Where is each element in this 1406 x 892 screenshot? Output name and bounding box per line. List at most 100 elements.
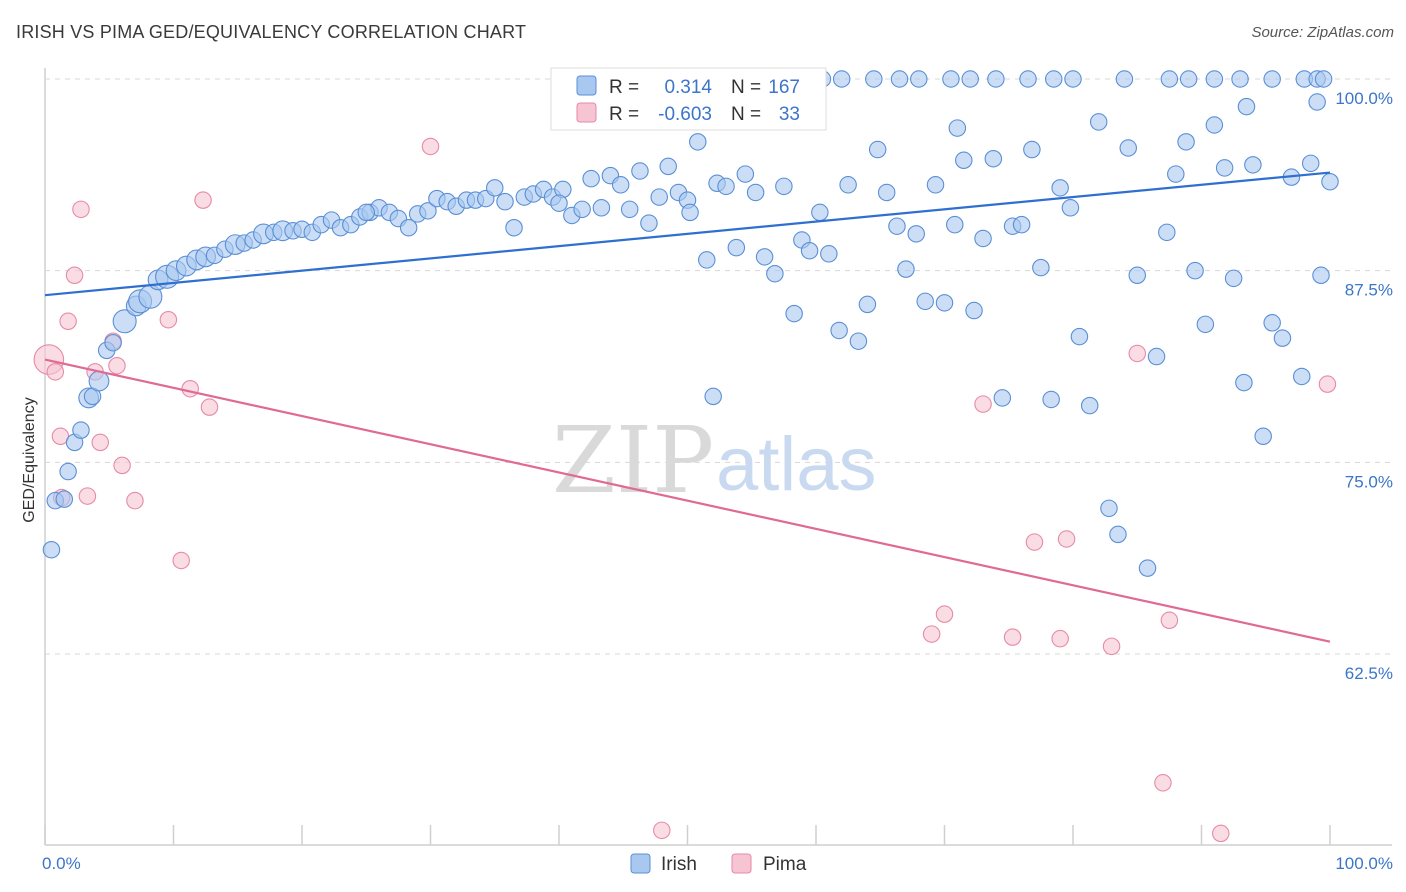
irish-point-83 xyxy=(800,241,819,260)
irish-point-119 xyxy=(1147,347,1166,366)
irish-point-135 xyxy=(1301,154,1320,173)
pima-trend-line xyxy=(44,358,1331,643)
irish-point-66 xyxy=(640,214,658,232)
pima-n-label: N = xyxy=(731,104,761,125)
pima-point-13 xyxy=(126,491,144,510)
irish-point-87 xyxy=(839,176,857,194)
irish-point-111 xyxy=(1070,327,1089,346)
irish-point-10 xyxy=(104,333,122,352)
irish-point-64 xyxy=(620,200,639,219)
pima-point-7 xyxy=(78,487,97,505)
irish-r-value: 0.314 xyxy=(664,77,712,98)
irish-point-122 xyxy=(1177,133,1195,151)
pima-point-18 xyxy=(200,398,219,416)
axes xyxy=(44,68,1392,846)
irish-point-164 xyxy=(681,203,699,222)
irish-point-91 xyxy=(877,183,896,202)
pima-bottom-swatch xyxy=(731,853,752,874)
irish-point-130 xyxy=(1254,427,1272,446)
pima-point-9 xyxy=(91,433,110,452)
pima-bottom-label: Pima xyxy=(763,854,807,875)
irish-point-113 xyxy=(1089,113,1108,131)
irish-point-92 xyxy=(888,217,906,235)
irish-bottom-swatch xyxy=(630,853,651,874)
irish-point-124 xyxy=(1196,315,1215,334)
pima-point-25 xyxy=(1025,533,1044,551)
irish-point-131 xyxy=(1263,314,1281,332)
pima-point-15 xyxy=(172,551,190,570)
irish-point-5 xyxy=(72,421,90,439)
irish-point-106 xyxy=(1023,140,1041,159)
pima-r-label: R = xyxy=(609,104,639,125)
irish-r-label: R = xyxy=(609,77,639,98)
pima-point-1 xyxy=(46,363,65,381)
irish-point-154 xyxy=(1231,70,1249,88)
watermark-zip: ZIP xyxy=(552,407,714,514)
irish-point-115 xyxy=(1109,525,1127,544)
pima-point-21 xyxy=(922,625,941,643)
pima-point-16 xyxy=(181,379,199,398)
irish-point-140 xyxy=(832,70,851,88)
irish-point-51 xyxy=(496,192,514,211)
irish-point-61 xyxy=(592,199,611,217)
pima-point-20 xyxy=(653,821,671,840)
irish-point-117 xyxy=(1128,266,1147,285)
irish-point-158 xyxy=(1314,70,1333,88)
irish-point-152 xyxy=(1179,70,1198,88)
irish-legend-swatch xyxy=(576,75,597,96)
irish-n-value: 167 xyxy=(768,77,800,98)
irish-point-146 xyxy=(987,70,1005,88)
irish-trend-line xyxy=(44,171,1331,297)
pima-point-27 xyxy=(1057,530,1076,548)
irish-point-148 xyxy=(1044,70,1063,88)
irish-point-8 xyxy=(88,370,110,392)
irish-point-80 xyxy=(775,177,793,196)
irish-point-100 xyxy=(965,301,983,320)
irish-point-67 xyxy=(650,188,668,206)
irish-point-123 xyxy=(1186,261,1204,280)
pima-point-17 xyxy=(194,191,212,209)
irish-point-134 xyxy=(1292,367,1311,386)
irish-point-65 xyxy=(631,162,649,180)
irish-bottom-label: Irish xyxy=(661,854,697,875)
pima-point-33 xyxy=(1318,375,1337,393)
irish-point-95 xyxy=(916,292,934,311)
irish-point-52 xyxy=(505,218,523,237)
irish-point-74 xyxy=(717,177,735,196)
irish-point-107 xyxy=(1032,258,1050,277)
irish-point-96 xyxy=(926,176,945,194)
pima-n-value: 33 xyxy=(779,104,800,125)
irish-point-125 xyxy=(1205,116,1224,134)
irish-point-165 xyxy=(550,194,568,212)
pima-point-12 xyxy=(113,456,131,475)
irish-point-112 xyxy=(1080,396,1099,415)
irish-point-77 xyxy=(746,183,765,202)
irish-point-153 xyxy=(1205,70,1224,88)
irish-point-43 xyxy=(419,202,437,220)
irish-point-120 xyxy=(1158,223,1176,242)
irish-point-0 xyxy=(42,540,61,559)
source-label: Source: ZipAtlas.com xyxy=(1251,24,1394,41)
irish-point-150 xyxy=(1115,70,1134,88)
pima-point-26 xyxy=(1051,629,1069,648)
irish-point-93 xyxy=(897,260,915,278)
irish-point-147 xyxy=(1019,70,1037,88)
irish-point-132 xyxy=(1273,329,1292,347)
irish-point-103 xyxy=(993,389,1012,407)
irish-point-114 xyxy=(1100,499,1118,518)
irish-point-108 xyxy=(1042,390,1060,409)
chart-title: IRISH VS PIMA GED/EQUIVALENCY CORRELATIO… xyxy=(16,22,527,42)
irish-point-89 xyxy=(858,295,877,314)
pima-point-28 xyxy=(1102,637,1121,656)
irish-point-163 xyxy=(704,387,722,406)
irish-point-145 xyxy=(961,70,979,88)
pima-point-11 xyxy=(108,356,126,375)
pima-legend-swatch xyxy=(576,102,597,123)
irish-point-136 xyxy=(1312,266,1330,285)
irish-point-94 xyxy=(907,225,925,243)
pima-point-22 xyxy=(935,605,954,623)
irish-point-59 xyxy=(573,200,591,219)
irish-point-116 xyxy=(1119,139,1138,157)
x-tick-label-0: 0.0% xyxy=(42,854,81,873)
irish-point-155 xyxy=(1263,70,1281,88)
